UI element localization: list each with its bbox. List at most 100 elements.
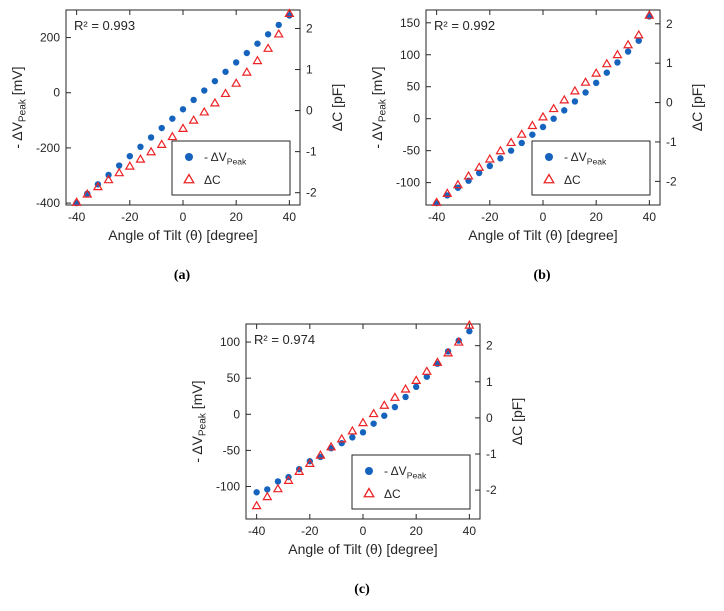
left-y-axis-label: - ΔVPeak [mV] xyxy=(189,380,209,462)
data-point-dc xyxy=(644,10,655,19)
right-y-tick-label: 1 xyxy=(306,63,313,77)
left-y-tick-label: 200 xyxy=(40,31,60,45)
data-point-dc xyxy=(506,137,517,147)
right-y-tick-label: -1 xyxy=(666,135,677,149)
data-point-dv-peak xyxy=(190,96,197,104)
x-tick-label: -40 xyxy=(68,210,86,224)
data-point-dv-peak xyxy=(582,89,589,96)
r-squared-annotation: R² = 0.992 xyxy=(434,18,495,33)
data-point-dv-peak xyxy=(497,155,504,162)
left-y-tick-label: -200 xyxy=(36,141,60,155)
left-y-axis-label: - ΔVPeak [mV] xyxy=(9,66,29,148)
x-tick-label: 0 xyxy=(180,210,187,224)
left-y-tick-label: 0 xyxy=(413,112,420,126)
data-point-dc xyxy=(443,347,454,357)
data-point-dv-peak xyxy=(286,12,293,19)
panel-a: -40 -20 0 20 40 200 0 -200 -400 2 1 0 -1 -2 Angle of T… xyxy=(6,2,358,284)
data-point-dc xyxy=(231,78,242,87)
data-point-dv-peak xyxy=(614,59,621,66)
data-point-dc xyxy=(601,58,612,68)
panel-caption-a: (a) xyxy=(173,268,191,283)
legend-box xyxy=(351,454,471,510)
left-y-tick-label: -400 xyxy=(36,196,60,210)
data-point-dv-peak xyxy=(444,348,452,355)
data-point-dc xyxy=(124,161,135,170)
data-point-dc xyxy=(167,131,178,141)
data-point-dc xyxy=(432,357,443,366)
data-point-dc xyxy=(484,153,495,163)
left-y-tick-label: 50 xyxy=(407,80,421,94)
data-point-dv-peak xyxy=(222,68,229,75)
right-y-tick-label: 0 xyxy=(306,104,313,118)
data-point-dc xyxy=(177,123,189,132)
data-point-dc xyxy=(284,8,295,18)
data-point-dc xyxy=(263,43,274,52)
data-point-dc xyxy=(527,120,538,130)
data-point-dv-peak xyxy=(232,59,240,66)
data-point-dv-peak xyxy=(603,69,611,76)
data-point-dc xyxy=(135,154,146,163)
x-tick-label: -20 xyxy=(121,210,139,224)
data-point-dc xyxy=(103,174,114,184)
left-y-tick-label: 50 xyxy=(227,371,241,385)
legend-marker-dc xyxy=(183,173,195,184)
data-point-dv-peak xyxy=(179,106,187,113)
data-point-dv-peak xyxy=(264,486,271,493)
data-point-dv-peak xyxy=(561,107,568,114)
x-tick-label: 20 xyxy=(230,210,244,224)
data-point-dv-peak xyxy=(507,147,515,154)
data-point-dc xyxy=(199,106,210,116)
legend-label-dc: ΔC xyxy=(204,173,221,187)
data-point-dc xyxy=(326,441,337,451)
left-y-tick-label: 100 xyxy=(220,335,240,349)
data-point-dc xyxy=(633,29,644,39)
data-point-dv-peak xyxy=(402,393,409,401)
x-tick-label: -40 xyxy=(428,210,446,224)
legend-marker-dv-peak xyxy=(545,153,553,161)
right-y-tick-label: -2 xyxy=(486,483,497,497)
left-y-tick-label: -50 xyxy=(403,144,421,158)
data-point-dc xyxy=(537,111,549,121)
legend-box xyxy=(171,140,291,196)
panel-caption-b: (b) xyxy=(533,268,551,283)
data-point-dc xyxy=(71,197,82,206)
right-y-tick-label: 0 xyxy=(486,411,493,425)
legend-marker-dc xyxy=(543,173,555,184)
data-point-dc xyxy=(114,167,125,177)
data-point-dc xyxy=(262,491,273,501)
right-y-axis-label: ΔC [pF] xyxy=(509,398,525,445)
data-point-dv-peak xyxy=(635,37,642,44)
data-point-dc xyxy=(368,408,379,418)
data-point-dv-peak xyxy=(137,143,144,151)
panel-c: -40 -20 0 20 40 100 50 0 -50 -100 2 1 0 -1 -2 Angle of … xyxy=(186,316,538,598)
x-tick-label: 0 xyxy=(360,524,367,538)
x-tick-label: -20 xyxy=(481,210,499,224)
data-point-dv-peak xyxy=(169,115,176,122)
data-point-dc xyxy=(548,103,559,113)
right-y-tick-label: 1 xyxy=(666,56,673,70)
data-point-dv-peak xyxy=(571,98,579,105)
right-y-tick-label: -2 xyxy=(666,174,677,188)
legend-label-dc: ΔC xyxy=(384,487,401,501)
data-point-dv-peak xyxy=(254,40,261,47)
data-point-dv-peak xyxy=(486,162,494,170)
left-y-tick-label: 0 xyxy=(233,407,240,421)
data-point-dc xyxy=(251,500,262,510)
data-point-dc xyxy=(315,450,326,459)
legend-marker-dc xyxy=(363,487,375,498)
data-point-dc xyxy=(580,77,591,86)
data-point-dc xyxy=(156,139,167,148)
data-point-dv-peak xyxy=(243,49,251,57)
data-point-dc xyxy=(421,366,432,375)
data-point-dc xyxy=(442,188,453,197)
data-point-dv-peak xyxy=(211,77,219,85)
data-point-dc xyxy=(294,466,305,475)
x-tick-label: 20 xyxy=(410,524,424,538)
panel-caption-c: (c) xyxy=(354,582,370,597)
data-point-dc xyxy=(272,483,283,493)
data-point-dv-peak xyxy=(349,434,356,441)
left-y-tick-label: 100 xyxy=(400,48,420,62)
data-point-dv-peak xyxy=(158,124,165,132)
legend-label-dc: ΔC xyxy=(564,173,581,187)
